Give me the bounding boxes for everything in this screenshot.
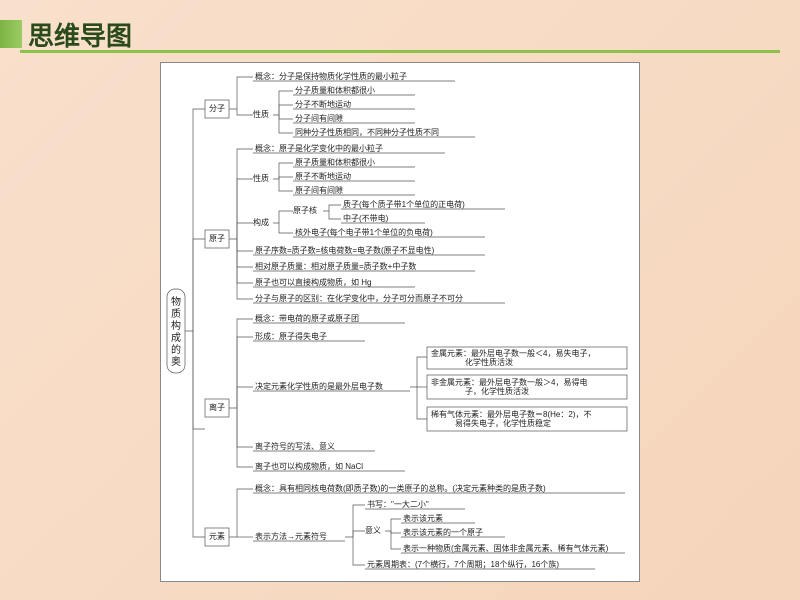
mindmap-svg: 物 质 构 成 的 奥 秘 分子 概念：分子是保持物质化学性质的最小粒子 性质 …: [165, 69, 635, 577]
electron: 核外电子(每个电子带1个单位的负电荷): [295, 227, 433, 237]
svg-text:易得失电子，化学性质稳定: 易得失电子，化学性质稳定: [455, 418, 551, 428]
yuanzi-mass: 相对原子质量：相对原子质量=质子数+中子数: [255, 261, 416, 271]
root-char-4: 成: [171, 332, 181, 344]
lizi-outer-item: 稀有气体元素：最外层电子数＝8(He：2)，不: [431, 409, 591, 419]
label-yuansu: 元素: [209, 531, 225, 541]
yuanzi-prop: 原子不断地运动: [295, 171, 351, 181]
fenzi-concept: 概念：分子是保持物质化学性质的最小粒子: [255, 71, 407, 81]
yuanzi-seq: 原子序数=质子数=核电荷数=电子数(原子不显电性): [255, 245, 435, 255]
yuanzi-direct: 原子也可以直接构成物质，如 Hg: [255, 277, 371, 287]
mindmap-canvas: 物 质 构 成 的 奥 秘 分子 概念：分子是保持物质化学性质的最小粒子 性质 …: [160, 62, 640, 582]
fenzi-prop: 分子不断地运动: [295, 99, 351, 109]
yuanzi-props-label: 性质: [253, 173, 269, 183]
branch-connector: [193, 331, 205, 537]
lizi-outer-item: 金属元素：最外层电子数一般＜4，易失电子，: [431, 348, 595, 358]
meaning-item: 表示该元素的一个原子: [403, 527, 483, 537]
lizi-compose: 离子也可以构成物质，如 NaCl: [255, 461, 363, 471]
label-lizi: 离子: [209, 402, 225, 412]
meaning-item: 表示该元素: [403, 513, 443, 523]
fenzi-props-label: 性质: [253, 109, 269, 119]
yuansu-method: 表示方法→元素符号: [255, 531, 327, 541]
root-char-6: 奥: [171, 355, 181, 368]
nucleus-item: 质子(每个质子带1个单位的正电荷): [343, 199, 465, 209]
root-char-2: 质: [171, 308, 181, 320]
yuansu-table: 元素周期表：(7个横行，7个周期；18个纵行，16个族): [367, 559, 559, 569]
title-accent-tab: [0, 20, 22, 48]
lizi-outer-label: 决定元素化学性质的是最外层电子数: [255, 381, 383, 391]
yuansu-concept: 概念：具有相同核电荷数(即质子数)的一类原子的总称。(决定元素种类的是质子数): [255, 483, 546, 493]
branch-connector: [193, 331, 205, 429]
lizi-form: 形成：原子得失电子: [255, 331, 327, 341]
lizi-symbol: 离子符号的写法、意义: [255, 441, 335, 451]
root-char-1: 物: [171, 295, 181, 308]
yuanzi-prop: 原子质量和体积都很小: [295, 157, 375, 167]
branch-connector: [185, 109, 205, 331]
yuansu-write: 书写："一大二小": [367, 499, 429, 509]
lizi-outer-item: 非金属元素：最外层电子数一般＞4，易得电: [431, 377, 587, 387]
yuanzi-concept: 概念：原子是化学变化中的最小粒子: [255, 143, 383, 153]
svg-text:化学性质活泼: 化学性质活泼: [465, 357, 513, 367]
label-fenzi: 分子: [209, 104, 225, 113]
title-bar: 思维导图: [0, 14, 800, 54]
meaning-item: 表示一种物质(金属元素、固体非金属元素、稀有气体元素): [403, 543, 609, 553]
yuanzi-diff: 分子与原子的区别：在化学变化中，分子可分而原子不可分: [255, 293, 463, 303]
branch-connector: [193, 239, 205, 331]
meaning-label: 意义: [365, 525, 381, 535]
nucleus-label: 原子核: [293, 205, 317, 215]
yuanzi-prop: 原子间有间隙: [295, 185, 343, 195]
title-underline: [20, 50, 780, 53]
label-yuanzi: 原子: [209, 234, 225, 243]
yuanzi-structure: 构成: [253, 217, 269, 227]
fenzi-prop: 同种分子性质相同，不同种分子性质不同: [295, 127, 439, 137]
svg-text:子，化学性质活泼: 子，化学性质活泼: [465, 386, 529, 396]
nucleus-item: 中子(不带电): [343, 213, 389, 223]
lizi-concept: 概念：带电荷的原子或原子团: [255, 313, 359, 323]
page-title: 思维导图: [28, 16, 132, 53]
root-char-3: 构: [171, 319, 181, 332]
fenzi-prop: 分子间有间隙: [295, 113, 343, 123]
fenzi-prop: 分子质量和体积都很小: [295, 85, 375, 95]
root-char-5: 的: [171, 343, 181, 356]
